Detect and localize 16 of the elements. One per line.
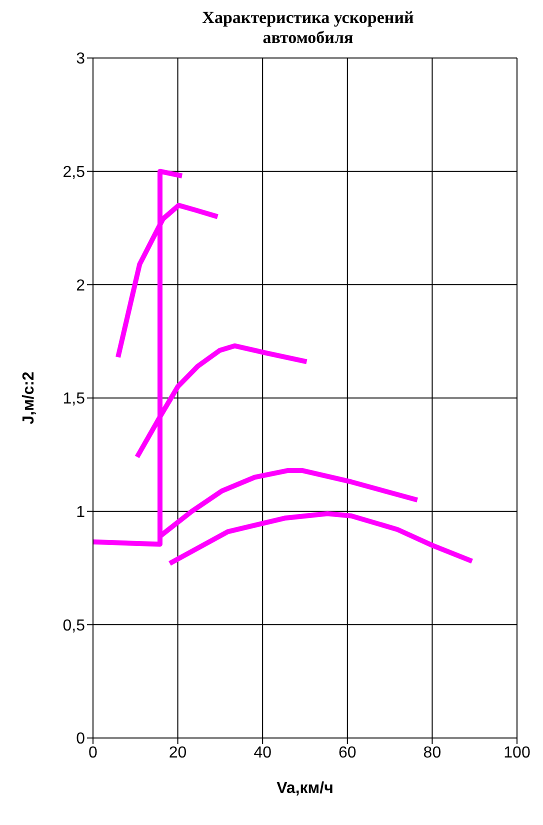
x-tick-label: 20 (168, 744, 187, 762)
x-axis-title: Va,км/ч (276, 780, 334, 797)
y-tick-label: 2 (76, 277, 86, 294)
x-tick-label: 80 (423, 744, 442, 762)
y-tick-label: 0 (76, 730, 86, 748)
y-tick-label: 1,5 (62, 390, 86, 408)
x-tick-label: 60 (338, 744, 356, 762)
x-tick-label: 100 (504, 744, 530, 762)
x-tick-label: 40 (254, 744, 272, 762)
y-tick-label: 3 (76, 50, 86, 68)
y-axis-title: J,м/с:2 (20, 372, 38, 424)
y-tick-label: 0,5 (62, 617, 86, 634)
chart-title: Характеристика ускорений автомобиля (201, 8, 415, 48)
y-tick-label: 2,5 (62, 164, 86, 182)
x-tick-label: 0 (88, 744, 98, 762)
y-tick-label: 1 (76, 504, 86, 522)
